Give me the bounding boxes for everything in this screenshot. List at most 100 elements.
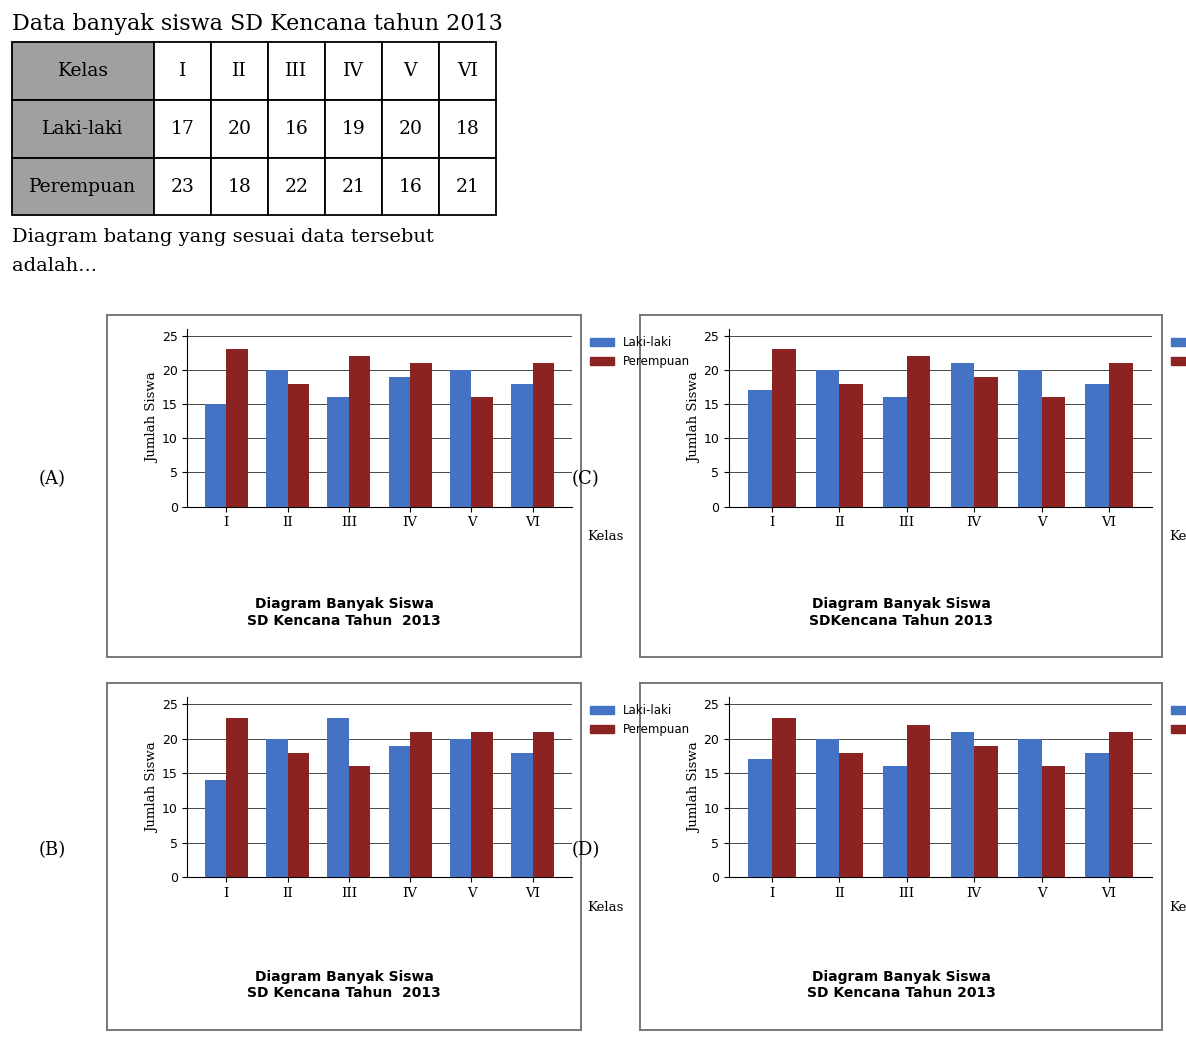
- Bar: [382, 100, 439, 158]
- Text: 21: 21: [455, 178, 479, 195]
- Bar: [533, 731, 554, 878]
- Bar: [816, 370, 840, 507]
- Bar: [382, 158, 439, 215]
- Bar: [389, 376, 410, 507]
- Bar: [266, 739, 287, 878]
- Bar: [1018, 370, 1041, 507]
- Bar: [287, 384, 310, 507]
- Legend: Laki-laki, Perempuan: Laki-laki, Perempuan: [585, 699, 695, 741]
- Bar: [382, 42, 439, 100]
- Text: 20: 20: [398, 120, 422, 138]
- Bar: [410, 363, 432, 507]
- Text: Perempuan: Perempuan: [30, 178, 136, 195]
- Bar: [748, 390, 772, 507]
- Bar: [511, 384, 533, 507]
- Text: 18: 18: [228, 178, 251, 195]
- Bar: [439, 42, 496, 100]
- Text: 17: 17: [171, 120, 195, 138]
- Bar: [154, 42, 211, 100]
- Bar: [211, 158, 268, 215]
- Bar: [349, 766, 370, 878]
- Legend: Laki-laki, Perempuan: Laki-laki, Perempuan: [1166, 331, 1186, 373]
- Bar: [268, 42, 325, 100]
- Bar: [325, 158, 382, 215]
- Y-axis label: Jumlah Siswa: Jumlah Siswa: [688, 372, 701, 463]
- Text: Diagram Banyak Siswa
SD Kencana Tahun  2013: Diagram Banyak Siswa SD Kencana Tahun 20…: [247, 597, 441, 627]
- Bar: [884, 766, 907, 878]
- Bar: [211, 100, 268, 158]
- Text: Kelas: Kelas: [1168, 530, 1186, 542]
- Bar: [325, 42, 382, 100]
- Bar: [840, 384, 863, 507]
- Bar: [511, 753, 533, 878]
- Bar: [12, 42, 154, 100]
- Text: Kelas: Kelas: [57, 62, 109, 80]
- Text: 16: 16: [285, 120, 308, 138]
- Bar: [907, 725, 930, 878]
- Bar: [772, 718, 796, 878]
- Bar: [748, 760, 772, 878]
- Text: Diagram Banyak Siswa
SDKencana Tahun 2013: Diagram Banyak Siswa SDKencana Tahun 201…: [809, 597, 994, 627]
- Text: II: II: [232, 62, 247, 80]
- Bar: [1085, 753, 1109, 878]
- Bar: [154, 158, 211, 215]
- Bar: [951, 731, 974, 878]
- Bar: [211, 42, 268, 100]
- Bar: [974, 745, 997, 878]
- Bar: [816, 739, 840, 878]
- Bar: [389, 745, 410, 878]
- Text: IV: IV: [343, 62, 364, 80]
- Bar: [951, 363, 974, 507]
- Text: Kelas: Kelas: [587, 530, 624, 542]
- Text: 21: 21: [342, 178, 365, 195]
- Bar: [533, 363, 554, 507]
- Text: (C): (C): [572, 470, 600, 489]
- Text: Kelas: Kelas: [1168, 901, 1186, 913]
- Text: 16: 16: [398, 178, 422, 195]
- Text: Diagram batang yang sesuai data tersebut: Diagram batang yang sesuai data tersebut: [12, 228, 434, 246]
- Text: Diagram Banyak Siswa
SD Kencana Tahun  2013: Diagram Banyak Siswa SD Kencana Tahun 20…: [247, 970, 441, 1000]
- Bar: [327, 397, 349, 507]
- Text: 20: 20: [228, 120, 251, 138]
- Legend: Laki-laki, Perempuan: Laki-laki, Perempuan: [1166, 699, 1186, 741]
- Bar: [268, 100, 325, 158]
- Text: V: V: [403, 62, 417, 80]
- Bar: [266, 370, 287, 507]
- Bar: [1018, 739, 1041, 878]
- Bar: [449, 370, 472, 507]
- Bar: [974, 376, 997, 507]
- Bar: [449, 739, 472, 878]
- Bar: [1109, 731, 1133, 878]
- Text: Diagram Banyak Siswa
SD Kencana Tahun 2013: Diagram Banyak Siswa SD Kencana Tahun 20…: [806, 970, 996, 1000]
- Text: 18: 18: [455, 120, 479, 138]
- Bar: [227, 349, 248, 507]
- Text: I: I: [179, 62, 186, 80]
- Text: Data banyak siswa SD Kencana tahun 2013: Data banyak siswa SD Kencana tahun 2013: [12, 13, 503, 35]
- Bar: [227, 718, 248, 878]
- Bar: [472, 397, 493, 507]
- Text: (D): (D): [572, 841, 600, 859]
- Bar: [1041, 766, 1065, 878]
- Text: VI: VI: [457, 62, 478, 80]
- Text: Laki-laki: Laki-laki: [43, 120, 123, 138]
- Bar: [884, 397, 907, 507]
- Text: (B): (B): [39, 841, 65, 859]
- Y-axis label: Jumlah Siswa: Jumlah Siswa: [146, 742, 159, 832]
- Text: 19: 19: [342, 120, 365, 138]
- Bar: [472, 731, 493, 878]
- Bar: [205, 404, 227, 507]
- Text: 23: 23: [171, 178, 195, 195]
- Bar: [325, 100, 382, 158]
- Y-axis label: Jumlah Siswa: Jumlah Siswa: [146, 372, 159, 463]
- Bar: [12, 100, 154, 158]
- Bar: [772, 349, 796, 507]
- Y-axis label: Jumlah Siswa: Jumlah Siswa: [688, 742, 701, 832]
- Bar: [410, 731, 432, 878]
- Bar: [12, 158, 154, 215]
- Legend: Laki-laki, Perempuan: Laki-laki, Perempuan: [585, 331, 695, 373]
- Bar: [154, 100, 211, 158]
- Bar: [1041, 397, 1065, 507]
- Bar: [840, 753, 863, 878]
- Bar: [439, 100, 496, 158]
- Text: III: III: [286, 62, 307, 80]
